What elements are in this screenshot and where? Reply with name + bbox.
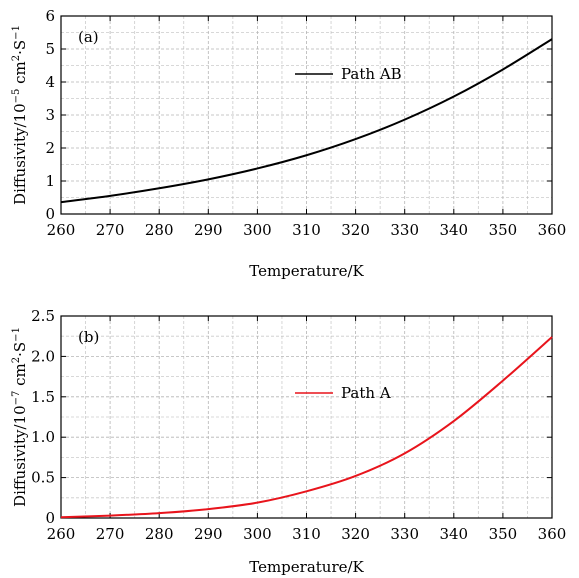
y-tick-label: 1.0 (31, 428, 55, 446)
x-tick-label: 290 (194, 221, 223, 239)
y-axis-label-superscript: −7 (11, 391, 22, 406)
x-tick-label: 310 (292, 525, 321, 543)
x-tick-label: 330 (390, 221, 419, 239)
y-axis-label-superscript: 2 (11, 55, 22, 61)
x-tick-label: 350 (489, 221, 518, 239)
y-axis-label-superscript: −5 (11, 89, 22, 104)
x-tick-label: 270 (96, 525, 125, 543)
y-tick-label: 2.5 (31, 307, 55, 325)
legend-label: Path A (341, 384, 391, 402)
panel-tag: (a) (78, 28, 99, 46)
y-axis-label-part: Diffusivity/10 (11, 405, 29, 507)
x-axis-label: Temperature/K (249, 558, 364, 576)
y-tick-label: 6 (45, 7, 55, 25)
y-tick-label: 0.5 (31, 469, 55, 487)
x-tick-label: 270 (96, 221, 125, 239)
x-tick-label: 360 (538, 525, 567, 543)
chart-panel-2: 260 270 280 290 300 310 320 330 340 350 360 0 0.5 1.0… (11, 307, 566, 576)
x-tick-label: 280 (145, 221, 174, 239)
x-tick-label: 360 (538, 221, 567, 239)
y-tick-label: 1.5 (31, 388, 55, 406)
x-tick-label: 350 (489, 525, 518, 543)
y-tick-label: 3 (45, 106, 55, 124)
x-tick-label: 320 (341, 221, 370, 239)
y-axis-label-part: cm (11, 363, 29, 390)
series-line-path-a (60, 336, 553, 519)
y-tick-label: 5 (45, 40, 55, 58)
y-axis-label-part: cm (11, 61, 29, 88)
y-axis-label-part: ·S (11, 40, 29, 55)
y-tick-label: 1 (45, 172, 55, 190)
x-tick-label: 300 (243, 221, 272, 239)
y-axis-label: Diffusivity/10−7 cm2·S−1 (11, 327, 29, 507)
y-axis-label-superscript: 2 (11, 357, 22, 363)
y-axis-label-part: ·S (11, 342, 29, 357)
x-tick-label: 310 (292, 221, 321, 239)
x-tick-label: 340 (439, 525, 468, 543)
chart-panel-1: 260 270 280 290 300 310 320 330 340 350 360 0 1 2 3 4 5 6… (11, 7, 566, 280)
x-tick-label: 260 (47, 221, 76, 239)
y-tick-label: 4 (45, 73, 55, 91)
y-axis-label: Diffusivity/10−5 cm2·S−1 (11, 25, 29, 205)
y-axis-label-superscript: −1 (11, 327, 22, 342)
panel-tag: (b) (78, 328, 99, 346)
legend-label: Path AB (341, 65, 402, 83)
y-tick-label: 2 (45, 139, 55, 157)
y-axis-label-part: Diffusivity/10 (11, 103, 29, 205)
x-tick-label: 330 (390, 525, 419, 543)
x-tick-label: 300 (243, 525, 272, 543)
x-tick-label: 290 (194, 525, 223, 543)
x-axis-label: Temperature/K (249, 262, 364, 280)
x-tick-label: 280 (145, 525, 174, 543)
y-tick-label: 0 (45, 509, 55, 527)
y-axis-label-superscript: −1 (11, 25, 22, 40)
y-tick-label: 2.0 (31, 347, 55, 365)
x-tick-label: 320 (341, 525, 370, 543)
x-tick-label: 260 (47, 525, 76, 543)
x-tick-label: 340 (439, 221, 468, 239)
y-tick-label: 0 (45, 205, 55, 223)
